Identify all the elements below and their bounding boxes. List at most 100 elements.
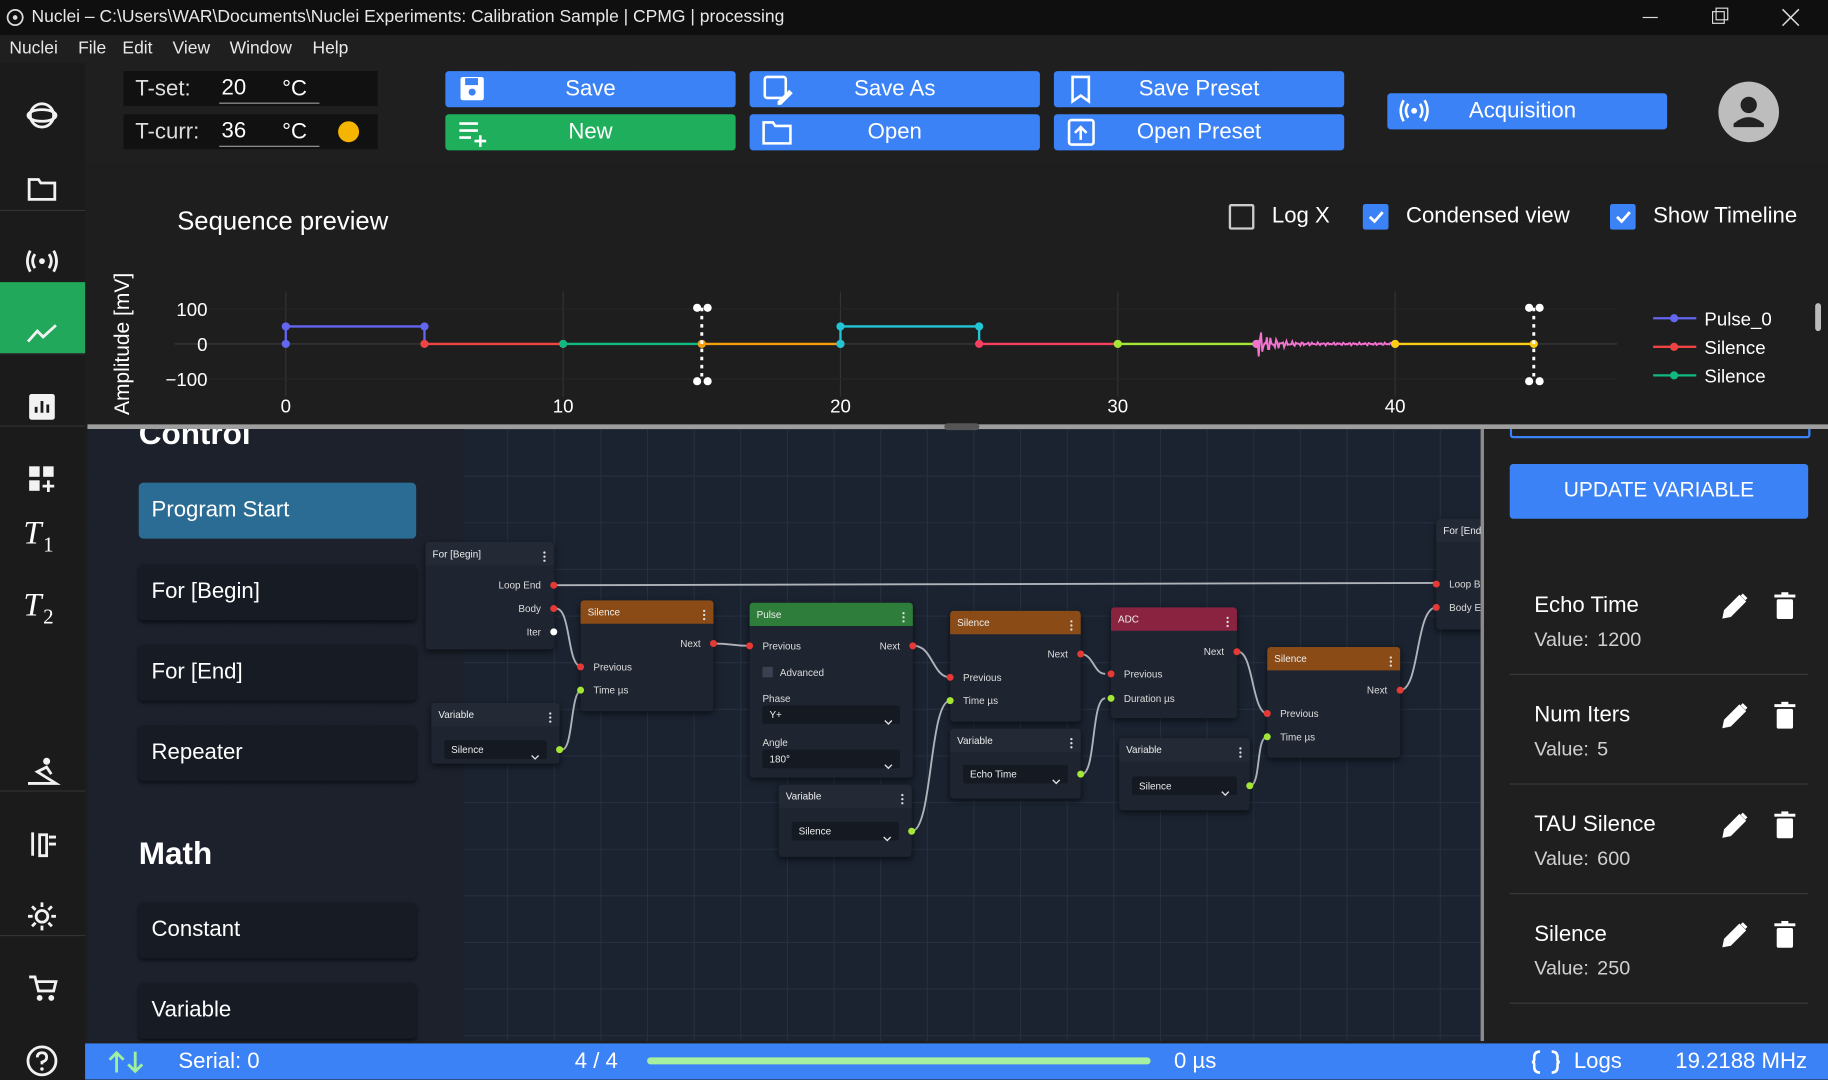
update-variable-button[interactable]: UPDATE VARIABLE bbox=[1509, 463, 1809, 519]
graph-node[interactable]: Pulse Previous Next Advanced Phase Y+ Angle 180… bbox=[746, 602, 917, 778]
y-tick-label: 100 bbox=[176, 299, 207, 320]
node-select[interactable]: 180° bbox=[762, 749, 901, 770]
window-controls[interactable] bbox=[1632, 0, 1828, 35]
palette-item[interactable]: Program Start bbox=[138, 482, 417, 539]
logs-button[interactable]: Logs bbox=[1573, 1048, 1622, 1074]
sidebar-icon[interactable] bbox=[26, 972, 59, 1005]
menu-item[interactable]: Help bbox=[312, 38, 349, 59]
node-select[interactable]: Silence bbox=[791, 821, 899, 842]
palette-item[interactable]: For [Begin] bbox=[138, 564, 417, 621]
edit-button[interactable] bbox=[1720, 591, 1750, 621]
sidebar-icon[interactable] bbox=[26, 755, 61, 788]
delete-button[interactable] bbox=[1773, 591, 1796, 621]
node-menu[interactable] bbox=[548, 709, 553, 723]
node-port bbox=[577, 686, 585, 694]
avatar[interactable] bbox=[1718, 81, 1781, 145]
menu-item[interactable]: Nuclei bbox=[9, 38, 58, 59]
graph-node[interactable]: Silence Next Previous Time µs bbox=[946, 610, 1085, 722]
palette-item[interactable]: Variable bbox=[138, 982, 417, 1039]
checkbox[interactable] bbox=[1609, 204, 1636, 230]
node-editor[interactable]: Control Program Start For [Begin] For [End]… bbox=[87, 429, 1481, 1042]
edit-button[interactable] bbox=[1720, 920, 1750, 950]
graph-node[interactable]: Variable Echo Time bbox=[950, 728, 1085, 799]
menu-item[interactable]: Window bbox=[229, 38, 292, 59]
toolbar-button[interactable]: Acquisition bbox=[1387, 93, 1668, 130]
graph-node[interactable]: Silence Next Previous Time µs bbox=[577, 600, 717, 712]
variables-panel: UPDATE VARIABLE Echo Time Value: 1200 Num It… bbox=[1484, 429, 1828, 1042]
node-port bbox=[1432, 603, 1440, 611]
node-menu[interactable] bbox=[1225, 613, 1230, 628]
node-checkbox[interactable] bbox=[762, 666, 773, 678]
sidebar-icon[interactable] bbox=[26, 1045, 59, 1078]
sidebar-icon[interactable] bbox=[26, 173, 59, 206]
node-menu[interactable] bbox=[901, 609, 906, 623]
graph-node[interactable]: For [End] Loop Back Body End bbox=[1432, 518, 1481, 630]
icon-shape bbox=[1722, 593, 1748, 619]
icon-shape bbox=[1781, 811, 1789, 815]
toolbar-button[interactable]: Open bbox=[749, 114, 1040, 151]
sidebar-icon[interactable] bbox=[26, 391, 59, 424]
icon-shape bbox=[26, 324, 57, 343]
sidebar-separator bbox=[0, 209, 86, 212]
node-header bbox=[580, 600, 714, 624]
delete-button[interactable] bbox=[1773, 920, 1796, 950]
node-port bbox=[1246, 782, 1254, 790]
sidebar-icon[interactable] bbox=[26, 317, 59, 350]
graph-node[interactable]: Variable Silence bbox=[778, 784, 916, 857]
node-select[interactable]: Silence bbox=[1132, 776, 1237, 797]
graph-node[interactable]: Variable Silence bbox=[431, 702, 564, 764]
node-input-label: Time µs bbox=[593, 684, 629, 696]
icon-shape bbox=[1070, 737, 1073, 749]
node-input-label: Loop Back bbox=[1449, 578, 1481, 590]
toolbar-button[interactable]: Open Preset bbox=[1053, 114, 1345, 151]
icon-shape bbox=[1411, 107, 1418, 114]
panel-divider[interactable] bbox=[1480, 429, 1485, 1042]
icon-shape bbox=[1781, 8, 1800, 27]
node-select-value: Silence bbox=[451, 743, 484, 756]
node-menu[interactable] bbox=[900, 790, 905, 805]
sidebar-icon[interactable] bbox=[26, 463, 59, 496]
edit-button[interactable] bbox=[1720, 810, 1750, 840]
toolbar-button[interactable]: Save As bbox=[749, 71, 1040, 108]
sidebar-icon[interactable] bbox=[26, 99, 59, 132]
node-menu[interactable] bbox=[1069, 734, 1074, 749]
toolbar-button[interactable]: New bbox=[445, 114, 736, 151]
chevron bbox=[884, 711, 893, 725]
graph-node[interactable]: Variable Silence bbox=[1119, 737, 1254, 811]
sidebar-icon[interactable] bbox=[26, 245, 59, 278]
checkbox[interactable] bbox=[1362, 204, 1389, 230]
palette-item[interactable]: For [End] bbox=[138, 644, 417, 701]
node-select[interactable]: Y+ bbox=[762, 705, 901, 725]
node-select[interactable]: Echo Time bbox=[962, 764, 1068, 785]
chevron bbox=[883, 828, 892, 842]
node-input-label: Duration µs bbox=[1123, 692, 1175, 705]
edit-button[interactable] bbox=[1720, 701, 1750, 731]
icon-shape bbox=[902, 612, 905, 615]
graph-node[interactable]: ADC Next Previous Duration µs bbox=[1107, 607, 1241, 719]
node-select[interactable]: Silence bbox=[444, 740, 547, 760]
toolbar-button[interactable]: Save Preset bbox=[1053, 71, 1345, 108]
check-mark bbox=[1366, 208, 1385, 227]
checkbox[interactable] bbox=[1228, 204, 1255, 230]
variable-input[interactable] bbox=[1509, 429, 1811, 439]
node-menu[interactable] bbox=[1069, 617, 1074, 631]
menu-item[interactable]: Edit bbox=[122, 38, 153, 59]
delete-button[interactable] bbox=[1773, 810, 1796, 840]
sidebar-icon[interactable] bbox=[26, 828, 59, 861]
palette-item[interactable]: Repeater bbox=[138, 725, 417, 782]
node-port bbox=[946, 697, 954, 705]
graph-node[interactable]: For [Begin] Loop End Body Iter bbox=[425, 542, 558, 650]
menu-item[interactable]: File bbox=[78, 38, 107, 59]
node-menu[interactable] bbox=[1388, 653, 1393, 667]
node-menu[interactable] bbox=[542, 548, 547, 562]
node-menu[interactable] bbox=[1238, 744, 1243, 758]
icon-shape bbox=[1615, 211, 1631, 224]
menu-item[interactable]: View bbox=[172, 38, 211, 59]
temperature-label: T-set: bbox=[135, 76, 191, 101]
delete-button[interactable] bbox=[1773, 701, 1796, 731]
palette-item[interactable]: Constant bbox=[138, 902, 417, 959]
graph-node[interactable]: Silence Next Previous Time µs bbox=[1263, 647, 1404, 758]
node-menu[interactable] bbox=[702, 606, 707, 621]
toolbar-button[interactable]: Save bbox=[445, 71, 736, 108]
sidebar-icon[interactable] bbox=[26, 900, 59, 933]
